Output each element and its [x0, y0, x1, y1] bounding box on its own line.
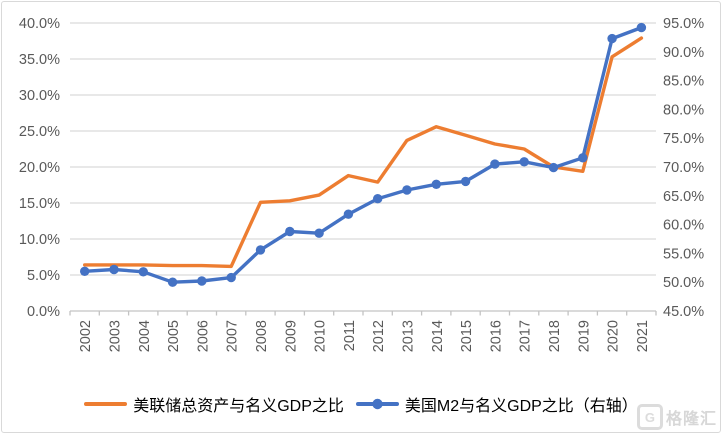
svg-text:55.0%: 55.0%: [663, 246, 704, 262]
svg-text:2012: 2012: [371, 320, 387, 352]
svg-text:2016: 2016: [488, 320, 504, 352]
svg-text:2021: 2021: [635, 320, 651, 352]
line-chart: 40.0% 35.0% 30.0% 25.0% 20.0% 15.0% 10.0% 5.0% 0…: [19, 16, 704, 352]
svg-text:2002: 2002: [78, 320, 94, 352]
svg-text:90.0%: 90.0%: [663, 45, 704, 61]
legend-orange-line-icon: [84, 402, 128, 406]
svg-text:2013: 2013: [400, 320, 416, 352]
svg-text:2017: 2017: [518, 320, 534, 352]
svg-text:2005: 2005: [166, 320, 182, 352]
watermark-gelonghui: G 格隆汇: [636, 404, 717, 430]
svg-text:75.0%: 75.0%: [663, 131, 704, 147]
svg-text:2019: 2019: [576, 320, 592, 352]
svg-text:65.0%: 65.0%: [663, 189, 704, 205]
svg-text:40.0%: 40.0%: [19, 16, 60, 32]
legend-label-fed-assets: 美联储总资产与名义GDP之比: [133, 398, 344, 415]
gelonghui-logo-icon: G: [636, 404, 663, 430]
legend-item-m2: 美国M2与名义GDP之比（右轴）: [355, 392, 638, 416]
svg-text:35.0%: 35.0%: [19, 52, 60, 68]
svg-text:2007: 2007: [225, 320, 241, 352]
watermark-text: 格隆汇: [665, 411, 717, 428]
svg-text:10.0%: 10.0%: [19, 232, 60, 248]
svg-text:2006: 2006: [195, 320, 211, 352]
svg-text:50.0%: 50.0%: [663, 275, 704, 291]
legend-label-m2: 美国M2与名义GDP之比（右轴）: [404, 398, 638, 415]
svg-text:30.0%: 30.0%: [19, 88, 60, 104]
svg-text:2014: 2014: [430, 320, 446, 352]
svg-text:2020: 2020: [606, 320, 622, 352]
svg-text:5.0%: 5.0%: [27, 268, 60, 284]
svg-text:2008: 2008: [254, 320, 270, 352]
svg-text:2004: 2004: [137, 320, 153, 352]
legend-blue-line-marker-icon: [355, 398, 399, 410]
svg-text:20.0%: 20.0%: [19, 160, 60, 176]
svg-text:15.0%: 15.0%: [19, 196, 60, 212]
svg-text:2018: 2018: [547, 320, 563, 352]
svg-text:2015: 2015: [459, 320, 475, 352]
svg-text:95.0%: 95.0%: [663, 16, 704, 32]
legend-item-fed-assets: 美联储总资产与名义GDP之比: [84, 392, 344, 416]
chart-legend: 美联储总资产与名义GDP之比 美国M2与名义GDP之比（右轴）: [0, 392, 722, 416]
svg-text:2010: 2010: [313, 320, 329, 352]
svg-text:25.0%: 25.0%: [19, 124, 60, 140]
svg-text:2003: 2003: [107, 320, 123, 352]
svg-text:2009: 2009: [283, 320, 299, 352]
svg-text:85.0%: 85.0%: [663, 74, 704, 90]
svg-text:60.0%: 60.0%: [663, 218, 704, 234]
svg-text:45.0%: 45.0%: [663, 304, 704, 320]
svg-text:2011: 2011: [342, 320, 358, 351]
svg-text:70.0%: 70.0%: [663, 160, 704, 176]
svg-text:80.0%: 80.0%: [663, 102, 704, 118]
svg-text:0.0%: 0.0%: [27, 304, 60, 320]
